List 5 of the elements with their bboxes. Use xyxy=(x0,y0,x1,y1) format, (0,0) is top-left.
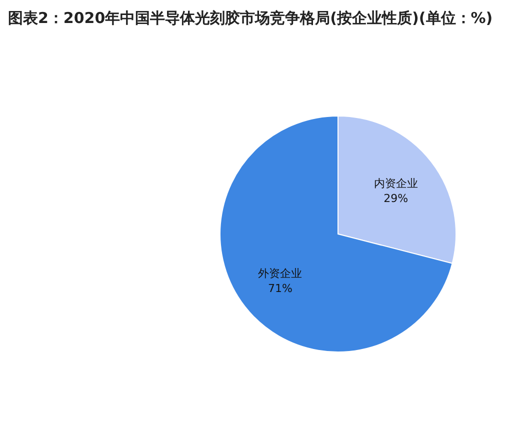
data-label: 29% xyxy=(384,192,408,206)
chart-title: 图表2：2020年中国半导体光刻胶市场竞争格局(按企业性质)(单位：%) xyxy=(8,8,494,29)
slice-label: 外资企业 xyxy=(258,266,302,280)
data-label: 71% xyxy=(268,282,292,295)
slice-label: 内资企业 xyxy=(374,177,418,190)
